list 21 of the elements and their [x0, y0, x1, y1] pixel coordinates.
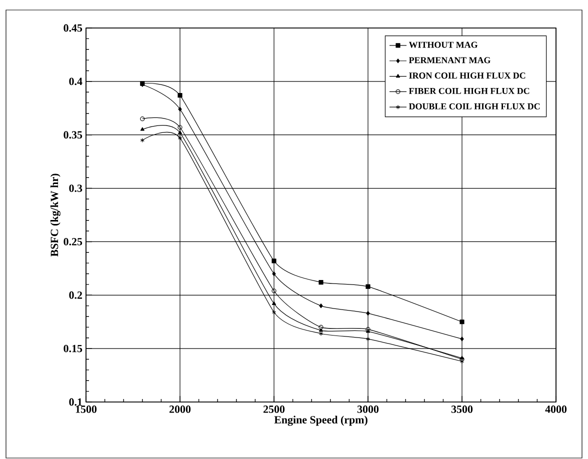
x-tick-label: 3500 — [451, 406, 473, 413]
x-tick-label: 1500 — [76, 406, 97, 413]
y-tick-label: 0.35 — [64, 131, 82, 139]
y-tick-label: 0.1 — [69, 398, 82, 406]
legend-label: FIBER COIL HIGH FLUX DC — [408, 88, 530, 94]
x-axis-title: Engine Speed (rpm) — [274, 416, 368, 426]
x-tick-label: 2000 — [169, 406, 191, 413]
legend-label: WITHOUT MAG — [408, 42, 478, 48]
x-tick-label: 2500 — [263, 406, 285, 413]
y-tick-label: 0.15 — [64, 344, 82, 352]
legend-label: IRON COIL HIGH FLUX DC — [409, 72, 526, 79]
legend-label: DOUBLE COIL HIGH FLUX DC — [408, 103, 540, 110]
y-tick-label: 0.3 — [69, 184, 82, 192]
y-tick-label: 0.45 — [64, 24, 82, 32]
x-tick-label: 3000 — [357, 406, 379, 413]
y-tick-label: 0.4 — [69, 78, 82, 86]
x-tick-label: 4000 — [545, 406, 567, 413]
y-tick-label: 0.2 — [69, 291, 82, 299]
y-tick-label: 0.25 — [64, 238, 82, 246]
y-axis-title: BSFC (kg/kW hr) — [50, 174, 60, 257]
legend-label: PERMENANT MAG — [408, 57, 490, 64]
